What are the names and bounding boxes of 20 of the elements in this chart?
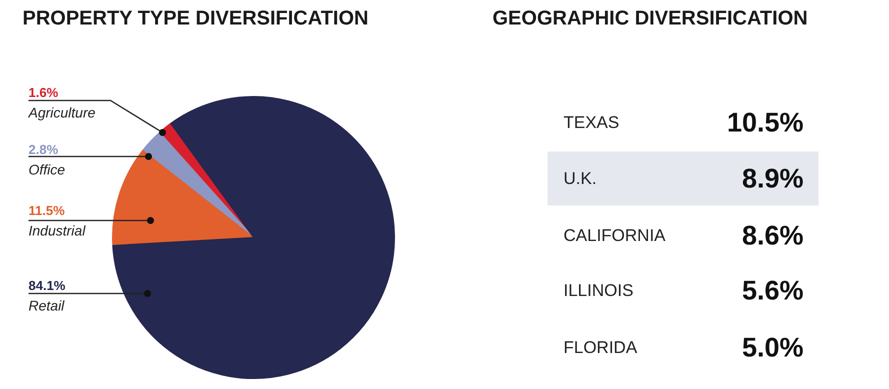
text: 5.6% [742, 276, 804, 306]
slice-label: Office [28, 162, 66, 178]
data-label: 1.6% [28, 85, 59, 100]
text: 8.9% [742, 164, 804, 194]
category-label: CALIFORNIA [564, 226, 666, 245]
data-label: 11.5% [28, 203, 66, 218]
data-label: 84.1% [28, 278, 66, 293]
data-label: 2.8% [28, 142, 59, 157]
chart-title: PROPERTY TYPE DIVERSIFICATION [22, 8, 368, 30]
category-label: TEXAS [564, 113, 620, 132]
category-label: ILLINOIS [564, 281, 634, 300]
category-label: FLORIDA [564, 338, 638, 357]
slice-label: Industrial [28, 222, 86, 238]
text: 5.0% [742, 332, 804, 362]
text: 8.6% [742, 220, 804, 250]
category-label: U.K. [564, 169, 597, 188]
slice-label: Agriculture [28, 104, 96, 120]
text: GEOGRAPHIC DIVERSIFICATION [492, 8, 808, 30]
text: 10.5% [726, 108, 804, 138]
slice-label: Retail [28, 298, 66, 314]
